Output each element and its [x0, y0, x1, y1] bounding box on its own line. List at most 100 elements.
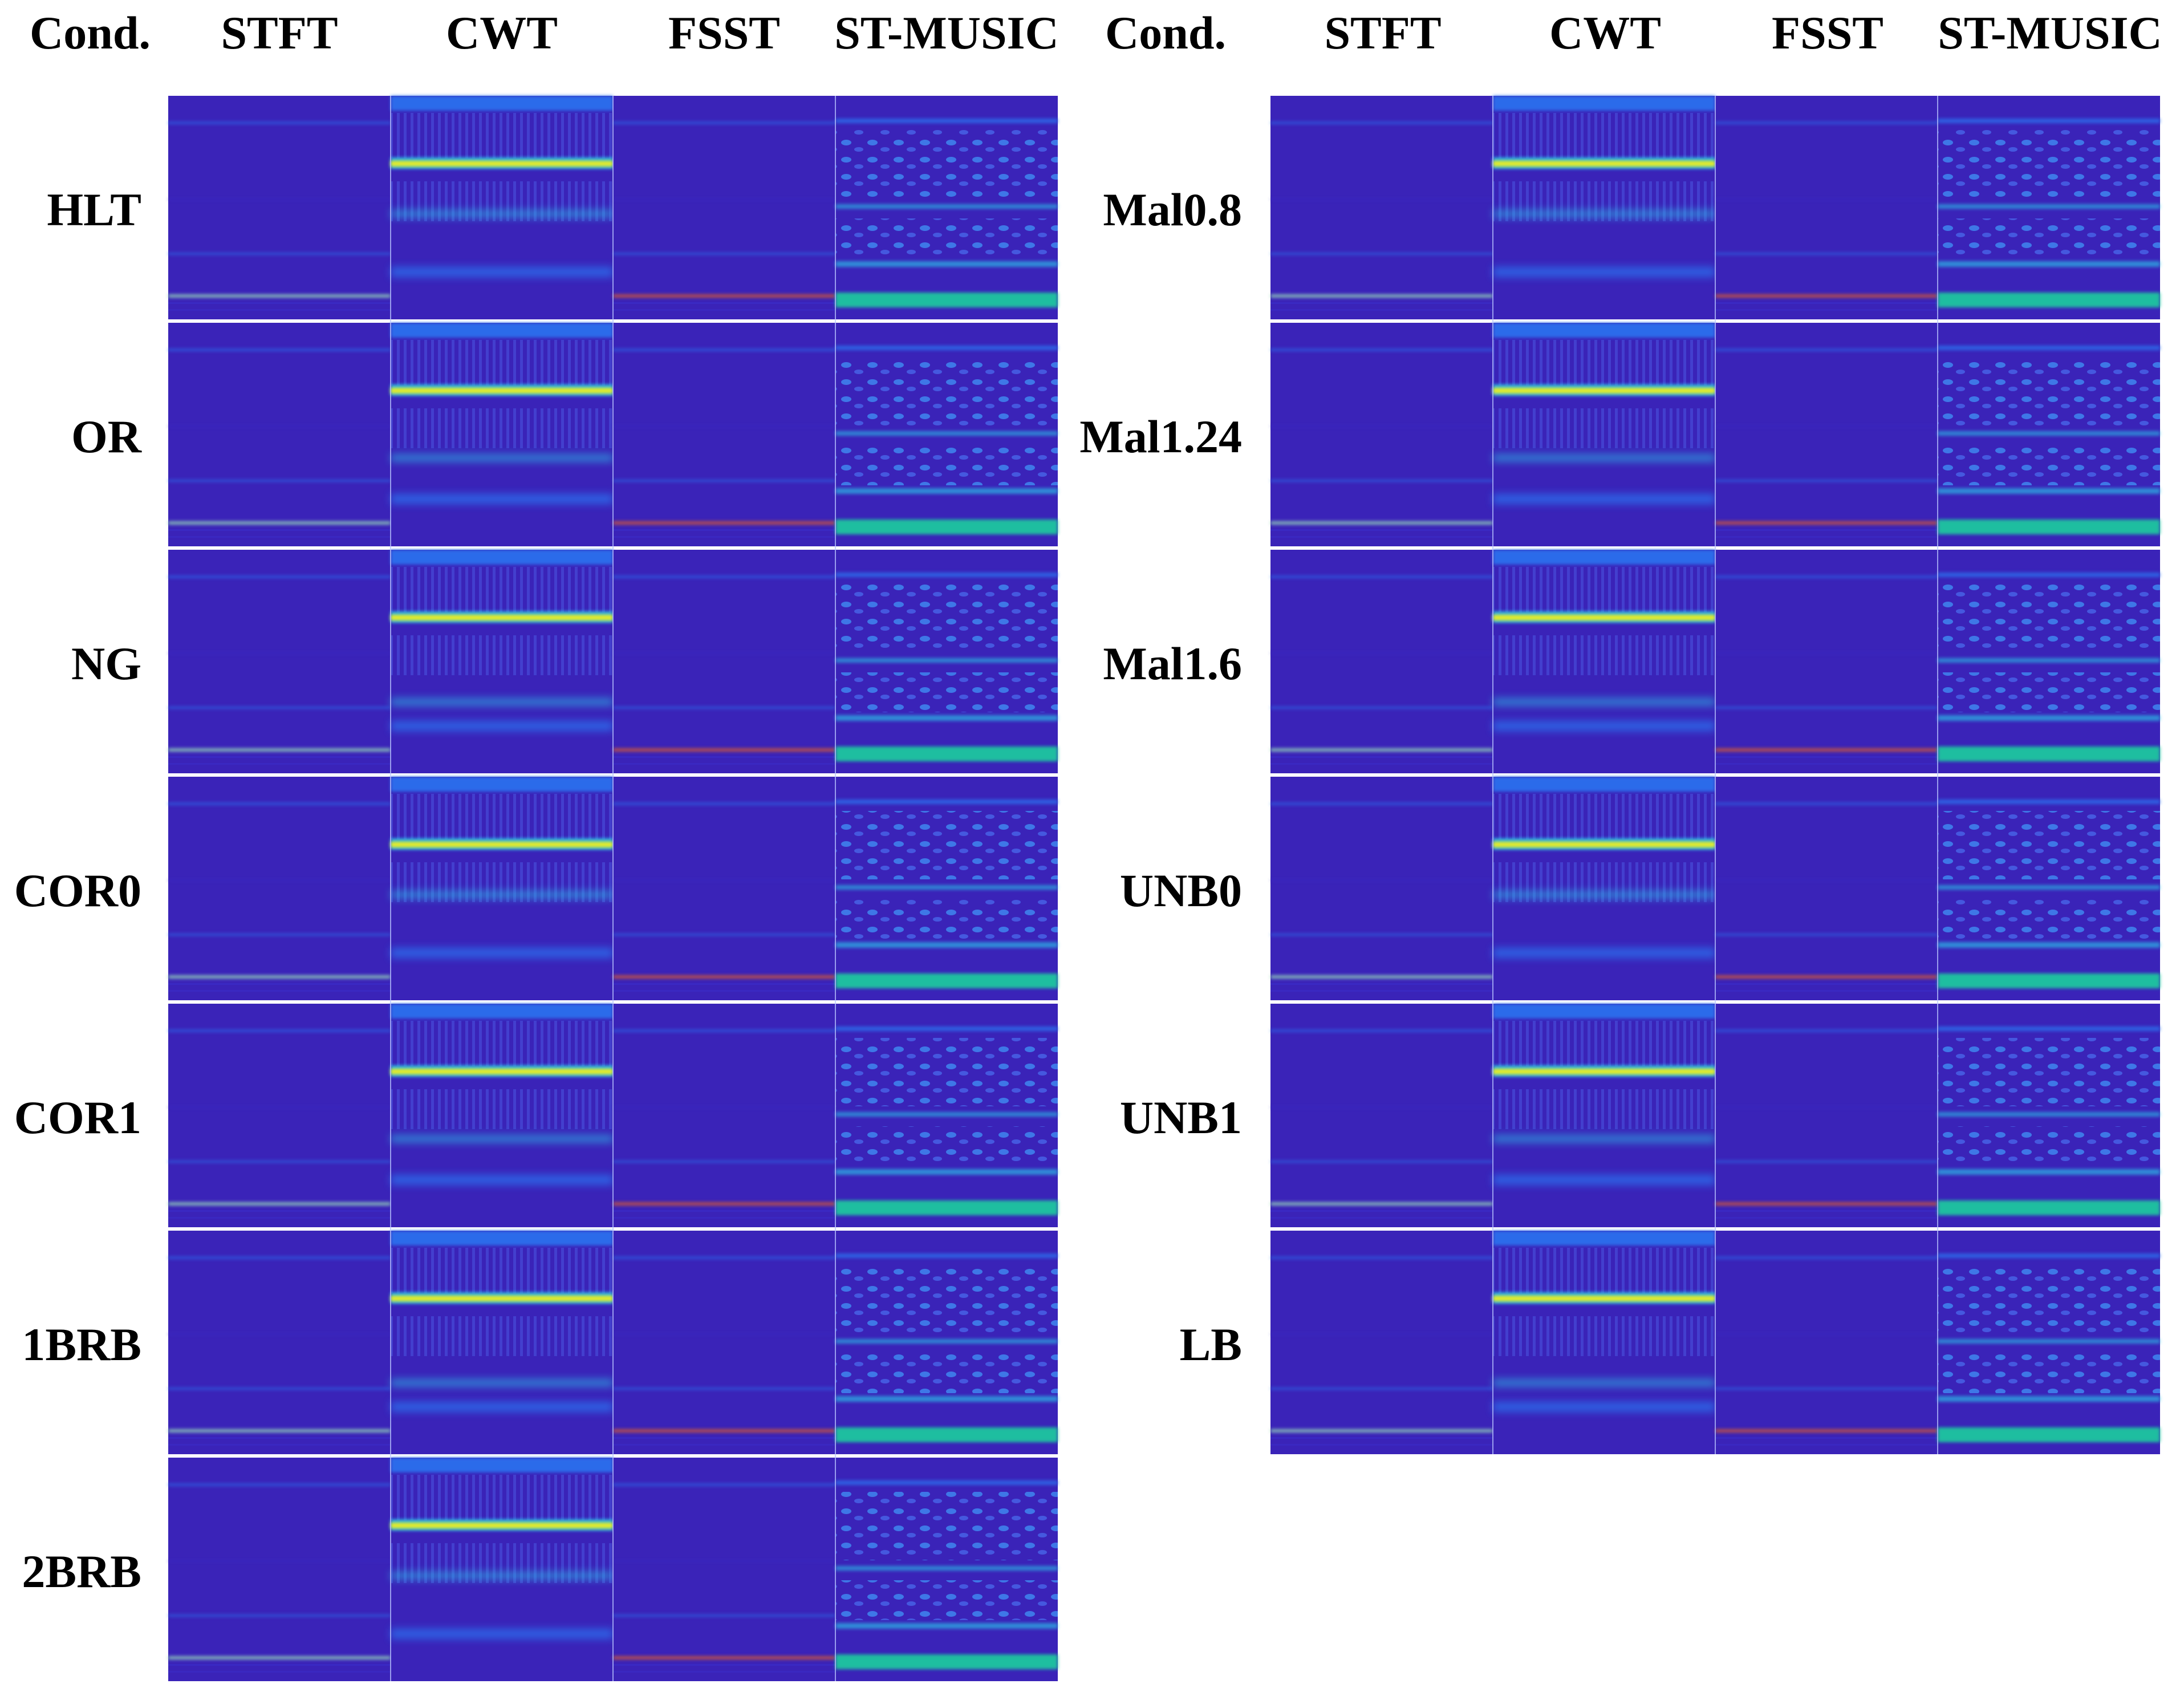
harmonic-line	[835, 1623, 1058, 1629]
harmonic-line	[1938, 1169, 2160, 1175]
harmonic-line	[613, 121, 835, 124]
harmonic-line	[1715, 1210, 1938, 1212]
peak-band	[1493, 615, 1715, 620]
tile-background	[1715, 1004, 1938, 1227]
left-header-cwt: CWT	[446, 7, 558, 59]
harmonic-line	[1270, 1437, 1493, 1439]
st-music-spectrogram-tile	[1938, 1004, 2160, 1227]
harmonic-line	[1715, 802, 1938, 805]
harmonic-line	[168, 1029, 391, 1032]
right-header-stft: STFT	[1324, 7, 1441, 59]
lower-band	[391, 698, 613, 706]
tile-background	[613, 96, 835, 319]
speckle-band	[835, 445, 1058, 485]
fundamental-line	[1270, 975, 1493, 979]
harmonic-line	[1715, 1387, 1938, 1390]
harmonic-line	[1715, 1437, 1938, 1439]
harmonic-line	[168, 652, 391, 654]
left-header-cond: Cond.	[30, 7, 151, 59]
harmonic-line	[1270, 983, 1493, 985]
fsst-spectrogram-tile	[1715, 1231, 1938, 1454]
speckle-band	[1938, 1265, 2160, 1333]
ripple-band	[1493, 1316, 1715, 1356]
harmonic-line	[613, 302, 835, 304]
harmonic-line	[613, 1210, 835, 1212]
fsst-spectrogram-tile	[613, 777, 835, 1000]
harmonic-line	[1270, 1387, 1493, 1390]
harmonic-line	[1715, 253, 1938, 255]
top-band	[1493, 777, 1715, 792]
fsst-spectrogram-tile	[613, 550, 835, 773]
harmonic-line	[1938, 119, 2160, 123]
harmonic-line	[613, 1560, 835, 1562]
harmonic-line	[613, 763, 835, 765]
fundamental-line	[1270, 1429, 1493, 1433]
fundamental-line	[168, 521, 391, 525]
speckle-band	[835, 672, 1058, 712]
harmonic-line	[835, 1480, 1058, 1485]
harmonic-line	[613, 1387, 835, 1390]
speckle-band	[835, 218, 1058, 258]
ripple-band	[391, 340, 613, 386]
speckle-band	[1938, 1126, 2160, 1166]
st-music-spectrogram-tile	[1938, 550, 2160, 773]
top-band	[391, 1004, 613, 1019]
stft-spectrogram-tile	[1270, 550, 1493, 773]
harmonic-line	[613, 879, 835, 881]
harmonic-line	[1938, 800, 2160, 804]
harmonic-line	[1270, 1106, 1493, 1108]
peak-band	[391, 1523, 613, 1528]
st-music-spectrogram-tile	[835, 96, 1058, 319]
harmonic-line	[1715, 763, 1938, 765]
tile-background	[613, 550, 835, 773]
stft-spectrogram-tile	[168, 96, 391, 319]
tile-background	[1715, 1231, 1938, 1454]
harmonic-line	[1715, 1217, 1938, 1219]
fundamental-line	[1270, 1202, 1493, 1206]
lower-band	[1493, 1402, 1715, 1412]
harmonic-line	[613, 309, 835, 311]
top-band	[391, 96, 613, 111]
fsst-spectrogram-tile	[1715, 777, 1938, 1000]
harmonic-line	[613, 1161, 835, 1163]
lower-band	[391, 454, 613, 462]
right-condition-label: Mal0.8	[1103, 184, 1242, 236]
st-music-spectrogram-tile	[835, 1004, 1058, 1227]
fundamental-line	[1715, 521, 1938, 525]
st-music-spectrogram-tile	[835, 323, 1058, 546]
harmonic-line	[613, 425, 835, 427]
harmonic-line	[168, 348, 391, 351]
fundamental-line	[1715, 294, 1938, 298]
ripple-band	[391, 635, 613, 675]
harmonic-line	[835, 1169, 1058, 1175]
harmonic-line	[1270, 198, 1493, 200]
harmonic-line	[1270, 1217, 1493, 1219]
harmonic-line	[1270, 990, 1493, 992]
harmonic-line	[1715, 480, 1938, 482]
harmonic-line	[1270, 480, 1493, 482]
ripple-band	[1493, 408, 1715, 448]
left-condition-label: OR	[71, 411, 142, 462]
harmonic-line	[168, 1387, 391, 1390]
harmonic-line	[613, 934, 835, 936]
harmonic-line	[613, 756, 835, 758]
peak-band	[391, 388, 613, 393]
right-condition-label: UNB0	[1120, 865, 1242, 916]
harmonic-line	[1938, 1253, 2160, 1258]
harmonic-line	[168, 1671, 391, 1673]
cwt-spectrogram-tile	[391, 96, 613, 319]
harmonic-line	[613, 480, 835, 482]
st-music-spectrogram-tile	[1938, 777, 2160, 1000]
harmonic-line	[168, 1256, 391, 1259]
tile-background	[1270, 550, 1493, 773]
st-music-spectrogram-tile	[835, 550, 1058, 773]
harmonic-line	[1938, 658, 2160, 663]
stft-spectrogram-tile	[168, 550, 391, 773]
cwt-spectrogram-tile	[391, 1004, 613, 1227]
harmonic-line	[1270, 302, 1493, 304]
harmonic-line	[613, 198, 835, 200]
left-condition-label: 2BRB	[22, 1545, 141, 1597]
harmonic-line	[168, 1333, 391, 1335]
fundamental-line	[613, 294, 835, 298]
